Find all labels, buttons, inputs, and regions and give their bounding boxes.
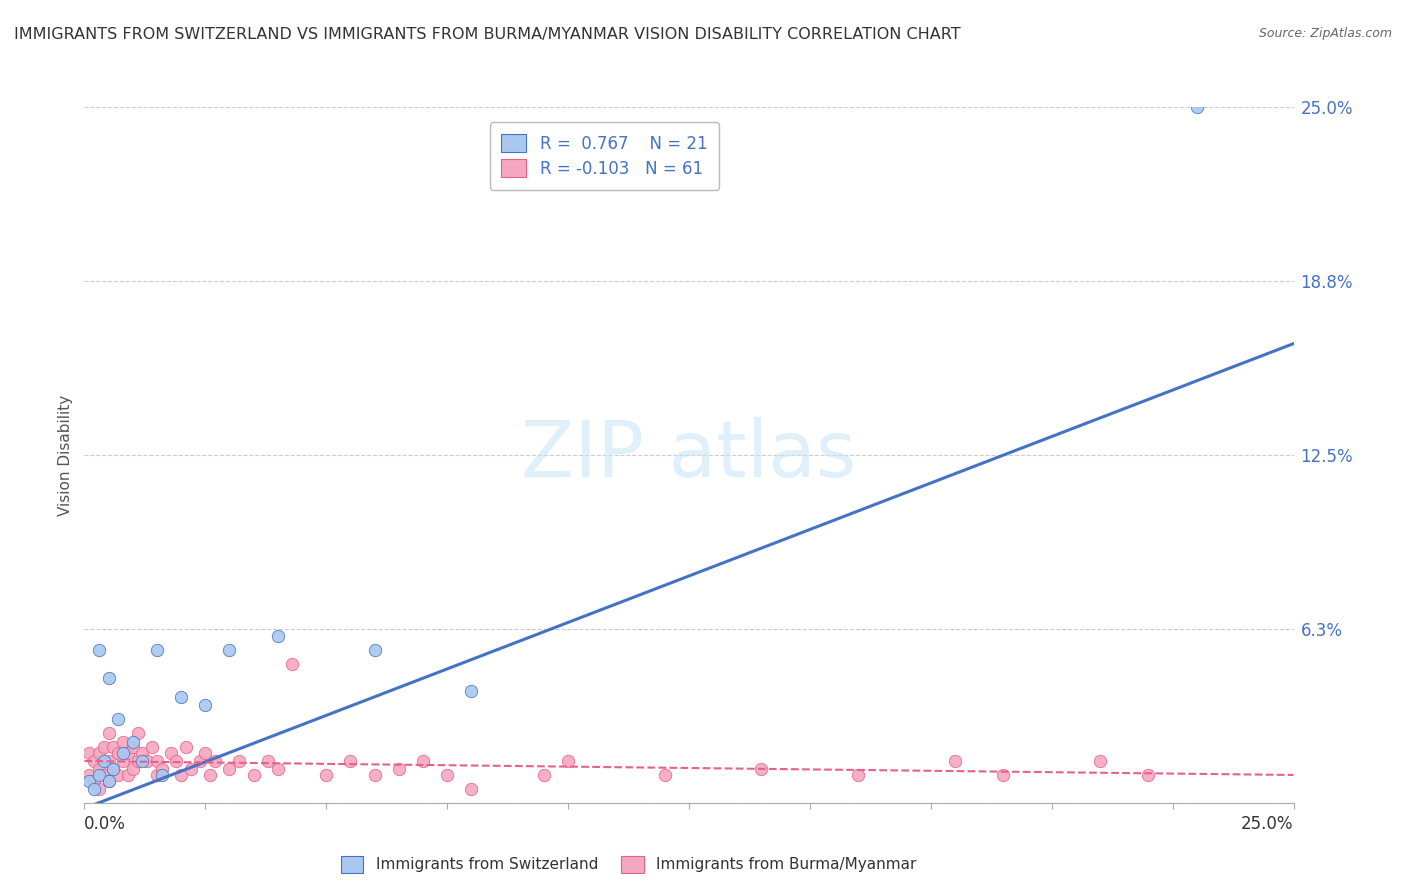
Point (97, 726, 120, 740)
Point (194, 698, 217, 713)
Point (557, 754, 579, 768)
Point (97, 773, 120, 788)
Point (228, 754, 250, 768)
Point (117, 746, 139, 760)
Point (112, 734, 135, 748)
Point (121, 734, 143, 748)
Point (77, 768, 100, 782)
Text: 0.0%: 0.0% (84, 815, 127, 833)
Point (190, 754, 212, 768)
Point (315, 768, 337, 782)
Point (146, 642, 169, 657)
Point (436, 768, 458, 782)
Point (103, 740, 125, 755)
Point (751, 763, 773, 777)
Text: 25.0%: 25.0% (1241, 815, 1294, 833)
Point (363, 642, 385, 657)
Point (150, 768, 173, 782)
Point (943, 754, 966, 768)
Point (87, 768, 110, 782)
Point (131, 754, 153, 768)
Legend: Immigrants from Switzerland, Immigrants from Burma/Myanmar: Immigrants from Switzerland, Immigrants … (335, 850, 922, 879)
Point (281, 657, 304, 671)
Point (180, 763, 202, 777)
Point (218, 763, 240, 777)
Point (267, 763, 290, 777)
Point (242, 768, 264, 782)
Point (1185, 100, 1208, 114)
Point (117, 768, 139, 782)
Point (127, 726, 149, 740)
Text: IMMIGRANTS FROM SWITZERLAND VS IMMIGRANTS FROM BURMA/MYANMAR VISION DISABILITY C: IMMIGRANTS FROM SWITZERLAND VS IMMIGRANT… (14, 27, 960, 42)
Point (165, 754, 187, 768)
Point (112, 746, 135, 760)
Point (204, 754, 226, 768)
Point (131, 746, 153, 760)
Point (112, 754, 135, 768)
Point (87, 763, 110, 777)
Point (97, 671, 120, 685)
Point (93, 768, 115, 782)
Point (363, 768, 385, 782)
Point (533, 768, 555, 782)
Point (460, 781, 482, 796)
Point (460, 684, 482, 698)
Point (194, 746, 217, 760)
Point (993, 768, 1015, 782)
Point (1088, 754, 1111, 768)
Point (97, 754, 120, 768)
Point (146, 754, 169, 768)
Point (339, 754, 361, 768)
Point (388, 763, 411, 777)
Point (77, 746, 100, 760)
Point (121, 763, 143, 777)
Point (87, 781, 110, 796)
Point (198, 768, 221, 782)
Point (218, 642, 240, 657)
Point (83, 773, 105, 788)
Point (160, 746, 183, 760)
Point (174, 740, 197, 755)
Point (103, 763, 125, 777)
Point (83, 754, 105, 768)
Text: Source: ZipAtlas.com: Source: ZipAtlas.com (1258, 27, 1392, 40)
Point (107, 712, 129, 726)
Point (170, 690, 193, 704)
Point (257, 754, 280, 768)
Point (654, 768, 676, 782)
Point (107, 768, 129, 782)
Point (267, 629, 290, 643)
Point (87, 642, 110, 657)
Point (93, 754, 115, 768)
Point (846, 768, 869, 782)
Point (107, 746, 129, 760)
Point (127, 754, 149, 768)
Point (97, 773, 120, 788)
Point (136, 754, 159, 768)
Point (93, 740, 115, 755)
Point (1137, 768, 1160, 782)
Point (170, 768, 193, 782)
Point (87, 746, 110, 760)
Y-axis label: Vision Disability: Vision Disability (58, 394, 73, 516)
Point (412, 754, 434, 768)
Point (141, 740, 163, 755)
Point (77, 773, 100, 788)
Point (121, 740, 143, 755)
Point (150, 763, 173, 777)
Point (146, 768, 169, 782)
Point (103, 763, 125, 777)
Text: ZIP atlas: ZIP atlas (522, 417, 856, 493)
Point (83, 781, 105, 796)
